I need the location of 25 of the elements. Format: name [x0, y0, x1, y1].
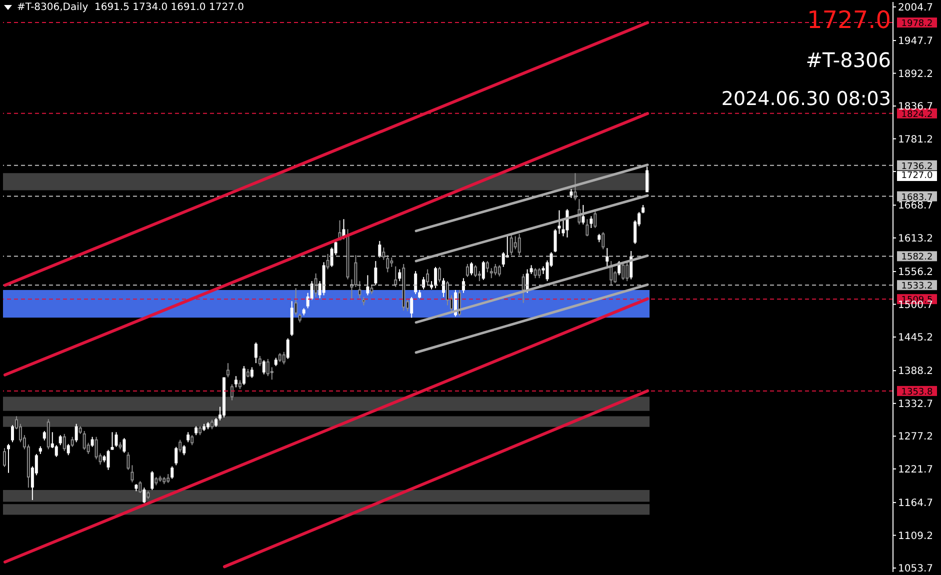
ref-line-label: 1736.2	[901, 162, 933, 172]
y-tick-label: 1781.2	[898, 134, 933, 146]
chart-title: #T-8306,Daily 1691.5 1734.0 1691.0 1727.0	[17, 2, 244, 13]
ref-line-label: 1582.2	[901, 252, 933, 263]
y-tick-label: 1277.2	[898, 432, 933, 443]
y-tick-label: 1445.2	[898, 332, 933, 344]
y-tick-label: 1164.7	[898, 498, 933, 510]
text: 1727.0	[897, 171, 937, 181]
ref-line-label: 1353.8	[901, 387, 934, 398]
y-tick-label: 1947.7	[898, 36, 933, 48]
y-tick-label: 1388.2	[898, 366, 933, 378]
y-tick-label: 1668.7	[898, 200, 933, 212]
y-tick-label: 2004.7	[898, 2, 933, 14]
y-tick-label: 1221.7	[898, 464, 933, 476]
ref-line-label: 1978.2	[901, 19, 933, 30]
annotation: 2024.06.30 08:03	[721, 88, 891, 110]
annotation: 1727.0	[807, 6, 891, 34]
y-tick-label: 1613.2	[898, 233, 933, 244]
y-tick-label: 1892.2	[898, 68, 933, 80]
y-tick-label: 1109.2	[898, 530, 933, 542]
y-tick-label: 1556.2	[898, 267, 933, 278]
y-tick-label: 1053.7	[898, 564, 933, 575]
y-tick-label: 1332.7	[898, 398, 933, 410]
ref-line-label: 1533.2	[901, 282, 933, 292]
annotation: #T-8306	[806, 48, 891, 72]
